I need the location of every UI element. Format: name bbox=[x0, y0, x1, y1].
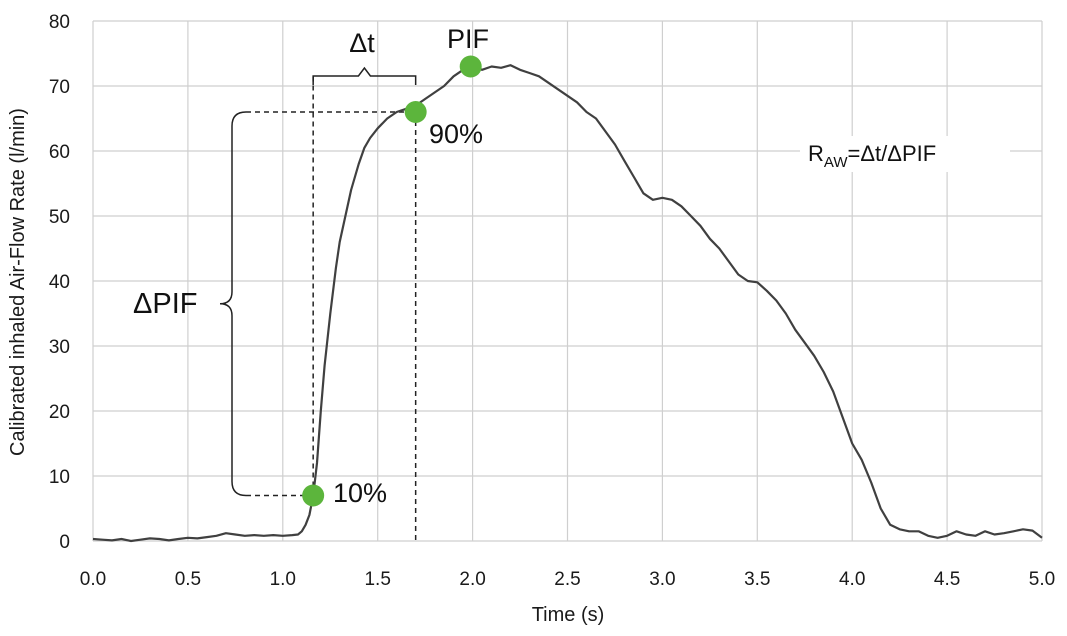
x-tick-label: 1.5 bbox=[364, 569, 390, 590]
delta-pif-label: ΔPIF bbox=[133, 288, 198, 320]
x-tick-label: 2.5 bbox=[554, 569, 580, 590]
pif-label: PIF bbox=[447, 24, 489, 54]
x-tick-label: 0.0 bbox=[80, 569, 106, 590]
x-tick-label: 3.0 bbox=[649, 569, 675, 590]
x-tick-label: 2.0 bbox=[459, 569, 485, 590]
y-tick-label: 10 bbox=[49, 467, 70, 488]
y-tick-label: 70 bbox=[49, 77, 70, 98]
y-tick-label: 40 bbox=[49, 272, 70, 293]
annotation-guides bbox=[219, 66, 417, 541]
y-axis-ticks: 0 10 20 30 40 50 60 70 80 bbox=[49, 12, 70, 553]
x-tick-label: 5.0 bbox=[1029, 569, 1055, 590]
formula-label: RAW=Δt/ΔPIF bbox=[808, 141, 936, 171]
marker-10-percent bbox=[302, 484, 325, 507]
delta-pif-brace bbox=[219, 111, 247, 497]
x-axis-title: Time (s) bbox=[532, 604, 605, 626]
delta-t-brace bbox=[312, 66, 417, 85]
x-tick-label: 4.0 bbox=[839, 569, 865, 590]
delta-t-label: Δt bbox=[349, 28, 375, 58]
p90-label: 90% bbox=[429, 119, 483, 149]
x-axis-ticks: 0.0 0.5 1.0 1.5 2.0 2.5 3.0 3.5 4.0 4.5 5.0 bbox=[80, 569, 1055, 590]
y-axis-title: Calibrated inhaled Air-Flow Rate (l/min) bbox=[7, 108, 29, 456]
y-tick-label: 50 bbox=[49, 207, 70, 228]
p10-label: 10% bbox=[333, 478, 387, 508]
x-tick-label: 3.5 bbox=[744, 569, 770, 590]
y-tick-label: 60 bbox=[49, 142, 70, 163]
formula-subscript: AW bbox=[824, 154, 848, 171]
y-tick-label: 20 bbox=[49, 402, 70, 423]
y-tick-label: 0 bbox=[59, 532, 70, 553]
marker-90-percent bbox=[404, 101, 427, 123]
marker-pif bbox=[459, 55, 482, 78]
grid-lines bbox=[92, 20, 1043, 542]
series-line-airflow bbox=[92, 64, 1043, 543]
formula-background bbox=[800, 136, 1010, 172]
formula-rest: =Δt/ΔPIF bbox=[848, 141, 937, 166]
x-tick-label: 4.5 bbox=[934, 569, 960, 590]
y-tick-label: 30 bbox=[49, 337, 70, 358]
markers bbox=[302, 55, 482, 507]
formula-r: R bbox=[808, 141, 824, 166]
x-tick-label: 0.5 bbox=[175, 569, 201, 590]
x-tick-label: 1.0 bbox=[270, 569, 296, 590]
y-tick-label: 80 bbox=[49, 12, 70, 33]
